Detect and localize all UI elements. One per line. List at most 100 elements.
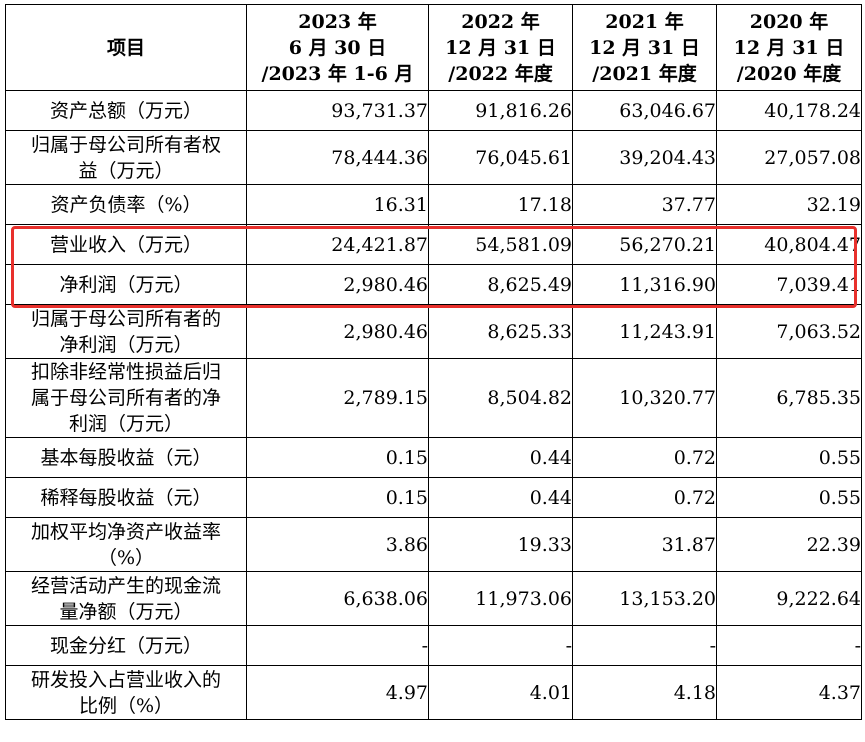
- row-label: 基本每股收益（元）: [5, 437, 247, 478]
- value-cell: 0.44: [428, 437, 573, 478]
- value-cell: 11,973.06: [428, 571, 573, 626]
- table-row: 现金分红（万元） - - - -: [5, 625, 862, 666]
- row-label: 资产负债率（%）: [5, 184, 247, 225]
- value-cell: 11,316.90: [572, 264, 717, 305]
- value-cell: 8,625.33: [428, 304, 573, 359]
- period-year: 2022 年: [461, 10, 540, 33]
- value-cell: 4.37: [716, 665, 862, 720]
- period-year: 2021 年: [605, 10, 684, 33]
- row-label: 资产总额（万元）: [5, 90, 247, 131]
- value-cell: 22.39: [716, 517, 862, 572]
- value-cell: 0.44: [428, 477, 573, 518]
- row-label-line: （%）: [97, 546, 155, 569]
- value-cell: 0.15: [246, 437, 429, 478]
- value-cell: 56,270.21: [572, 224, 717, 265]
- value-cell: 10,320.77: [572, 358, 717, 438]
- row-label-line: 扣除非经常性损益后归: [30, 361, 221, 383]
- value-cell: 4.18: [572, 665, 717, 720]
- period-date: 12 月 31 日: [445, 36, 556, 59]
- period-date: 12 月 31 日: [733, 36, 845, 59]
- table-row: 营业收入（万元） 24,421.87 54,581.09 56,270.21 40,80…: [5, 224, 862, 265]
- table-row: 净利润（万元） 2,980.46 8,625.49 11,316.90 7,039.41: [5, 264, 862, 305]
- value-cell: 76,045.61: [428, 130, 573, 185]
- value-cell: 17.18: [428, 184, 573, 225]
- value-cell: -: [428, 625, 573, 666]
- header-item-label: 项目: [106, 36, 145, 59]
- table-row: 经营活动产生的现金流 量净额（万元） 6,638.06 11,973.06 13,153…: [5, 571, 862, 626]
- value-cell: 13,153.20: [572, 571, 717, 626]
- header-period-2020: 2020 年 12 月 31 日 /2020 年度: [716, 4, 862, 91]
- value-cell: 7,039.41: [716, 264, 862, 305]
- period-span: /2023 年 1-6 月: [261, 62, 414, 85]
- value-cell: 40,178.24: [716, 90, 862, 131]
- row-label-line: 加权平均净资产收益率: [30, 520, 221, 543]
- header-row: 项目 2023 年 6 月 30 日 /2023 年 1-6 月 2022 年 …: [5, 4, 862, 91]
- value-cell: 16.31: [246, 184, 429, 225]
- value-cell: 32.19: [716, 184, 862, 225]
- value-cell: 0.55: [716, 437, 862, 478]
- period-span: /2022 年度: [448, 62, 553, 85]
- row-label-line: 净利润（万元）: [59, 273, 193, 296]
- table-row: 基本每股收益（元） 0.15 0.44 0.72 0.55: [5, 437, 862, 478]
- row-label-line: 净利润（万元）: [59, 333, 193, 356]
- period-span: /2020 年度: [736, 62, 842, 85]
- header-period-2021: 2021 年 12 月 31 日 /2021 年度: [572, 4, 717, 91]
- value-cell: 6,638.06: [246, 571, 429, 626]
- value-cell: -: [572, 625, 717, 666]
- value-cell: 78,444.36: [246, 130, 429, 185]
- value-cell: 63,046.67: [572, 90, 717, 131]
- table-row: 资产负债率（%） 16.31 17.18 37.77 32.19: [5, 184, 862, 225]
- table-row: 研发投入占营业收入的 比例（%） 4.97 4.01 4.18 4.37: [5, 665, 862, 720]
- row-label: 归属于母公司所有者权 益（万元）: [5, 130, 247, 185]
- value-cell: -: [246, 625, 429, 666]
- row-label-line: 营业收入（万元）: [49, 233, 202, 256]
- financial-summary-table: 项目 2023 年 6 月 30 日 /2023 年 1-6 月 2022 年 …: [5, 4, 862, 720]
- row-label: 归属于母公司所有者的 净利润（万元）: [5, 304, 247, 359]
- value-cell: 0.72: [572, 477, 717, 518]
- value-cell: 8,625.49: [428, 264, 573, 305]
- table-row: 加权平均净资产收益率 （%） 3.86 19.33 31.87 22.39: [5, 517, 862, 572]
- value-cell: 6,785.35: [716, 358, 862, 438]
- value-cell: 0.72: [572, 437, 717, 478]
- period-date: 6 月 30 日: [288, 36, 387, 59]
- value-cell: 40,804.47: [716, 224, 862, 265]
- row-label-line: 资产负债率（%）: [50, 193, 202, 216]
- row-label: 稀释每股收益（元）: [5, 477, 247, 518]
- value-cell: 24,421.87: [246, 224, 429, 265]
- row-label-line: 量净额（万元）: [59, 600, 193, 623]
- value-cell: 19.33: [428, 517, 573, 572]
- value-cell: 93,731.37: [246, 90, 429, 131]
- table-row: 稀释每股收益（元） 0.15 0.44 0.72 0.55: [5, 477, 862, 518]
- value-cell: 31.87: [572, 517, 717, 572]
- value-cell: 7,063.52: [716, 304, 862, 359]
- period-date: 12 月 31 日: [589, 36, 700, 59]
- value-cell: 11,243.91: [572, 304, 717, 359]
- table-row: 扣除非经常性损益后归 属于母公司所有者的净 利润（万元） 2,789.15 8,504.…: [5, 358, 862, 438]
- value-cell: 3.86: [246, 517, 429, 572]
- row-label-line: 基本每股收益（元）: [40, 446, 212, 469]
- row-label: 加权平均净资产收益率 （%）: [5, 517, 247, 572]
- row-label-line: 益（万元）: [78, 159, 174, 182]
- value-cell: 2,980.46: [246, 304, 429, 359]
- table-row: 归属于母公司所有者权 益（万元） 78,444.36 76,045.61 39,204.…: [5, 130, 862, 185]
- value-cell: 54,581.09: [428, 224, 573, 265]
- row-label-line: 资产总额（万元）: [49, 99, 202, 122]
- value-cell: 2,980.46: [246, 264, 429, 305]
- row-label-line: 经营活动产生的现金流: [30, 574, 221, 597]
- period-year: 2020 年: [749, 10, 829, 33]
- table-row: 资产总额（万元） 93,731.37 91,816.26 63,046.67 40,17…: [5, 90, 862, 131]
- row-label: 现金分红（万元）: [5, 625, 247, 666]
- value-cell: 9,222.64: [716, 571, 862, 626]
- value-cell: 4.01: [428, 665, 573, 720]
- row-label: 扣除非经常性损益后归 属于母公司所有者的净 利润（万元）: [5, 358, 247, 438]
- row-label-line: 利润（万元）: [68, 413, 183, 435]
- row-label-line: 属于母公司所有者的净: [30, 387, 221, 409]
- row-label-line: 稀释每股收益（元）: [40, 486, 212, 509]
- value-cell: -: [716, 625, 862, 666]
- header-period-2023h1: 2023 年 6 月 30 日 /2023 年 1-6 月: [246, 4, 429, 91]
- row-label-line: 归属于母公司所有者权: [30, 133, 221, 156]
- value-cell: 91,816.26: [428, 90, 573, 131]
- value-cell: 4.97: [246, 665, 429, 720]
- row-label: 经营活动产生的现金流 量净额（万元）: [5, 571, 247, 626]
- row-label-line: 现金分红（万元）: [49, 634, 202, 657]
